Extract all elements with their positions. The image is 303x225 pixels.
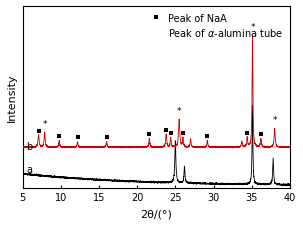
Y-axis label: Intensity: Intensity — [7, 73, 17, 122]
Text: b: b — [26, 141, 32, 151]
X-axis label: 2θ/(°): 2θ/(°) — [140, 208, 172, 218]
Text: *: * — [42, 119, 47, 128]
Text: *: * — [177, 106, 181, 115]
Text: *: * — [272, 116, 277, 125]
Text: a: a — [26, 165, 32, 175]
Text: *: * — [250, 23, 255, 32]
Legend: Peak of NaA, Peak of $\alpha$-alumina tube: Peak of NaA, Peak of $\alpha$-alumina tu… — [145, 12, 285, 40]
